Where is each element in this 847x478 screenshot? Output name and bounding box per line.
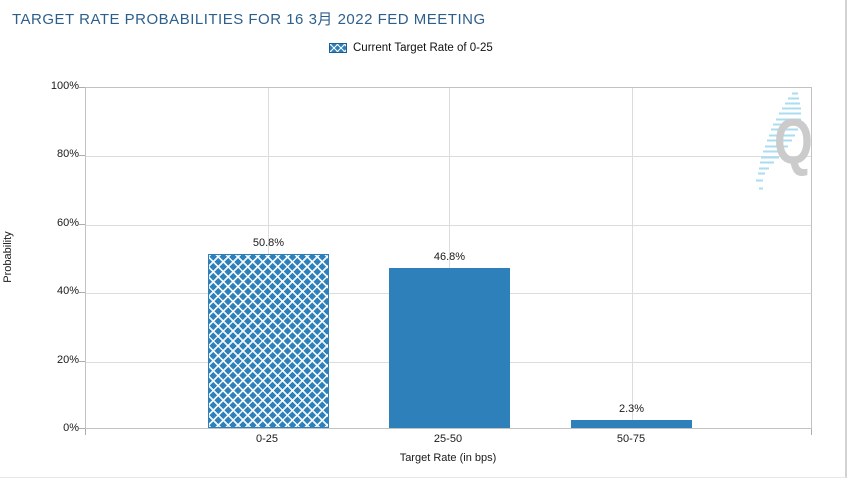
y-tick-mark [79, 292, 85, 293]
x-tick-mark [811, 429, 812, 435]
probability-bar[interactable] [571, 420, 692, 428]
gridline-v [632, 88, 633, 428]
y-tick-label: 60% [56, 217, 79, 229]
x-tick-label: 0-25 [255, 433, 279, 445]
y-tick-label: 20% [56, 354, 79, 366]
watermark-q-logo: Q [756, 92, 813, 190]
hatched-swatch-icon [329, 43, 347, 53]
bar-value-label: 2.3% [618, 403, 645, 416]
x-axis-title: Target Rate (in bps) [399, 452, 497, 464]
gridline-h [86, 156, 811, 157]
y-tick-label: 100% [50, 80, 79, 92]
x-tick-label: 25-50 [433, 433, 463, 445]
y-tick-label: 40% [56, 285, 79, 297]
x-tick-label: 50-75 [616, 433, 646, 445]
bar-value-label: 46.8% [433, 250, 466, 263]
legend-label: Current Target Rate of 0-25 [353, 42, 493, 54]
gridline-v [449, 88, 450, 428]
plot-area: Q 50.8% 46.8% 2.3% [85, 87, 813, 429]
chart-title: TARGET RATE PROBABILITIES FOR 16 3月 2022… [12, 11, 486, 28]
x-tick-mark [85, 429, 86, 435]
y-tick-mark [79, 361, 85, 362]
y-tick-mark [79, 224, 85, 225]
legend: Current Target Rate of 0-25 [329, 42, 493, 54]
gridline-h [86, 225, 811, 226]
y-tick-mark [79, 155, 85, 156]
y-tick-mark [79, 428, 85, 429]
y-tick-mark [79, 87, 85, 88]
probability-bar[interactable] [208, 254, 329, 428]
watermark-letter: Q [774, 107, 813, 178]
bar-value-label: 50.8% [252, 237, 285, 250]
y-tick-label: 0% [63, 422, 79, 434]
probability-bar[interactable] [389, 267, 510, 428]
y-tick-label: 80% [56, 148, 79, 160]
y-axis-title: Probability [2, 231, 14, 283]
